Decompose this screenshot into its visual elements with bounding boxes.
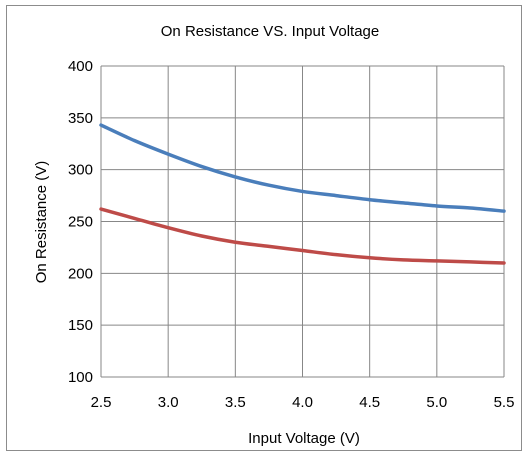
series-line-2	[99, 207, 506, 265]
x-tick-label: 4.5	[359, 394, 380, 411]
x-tick-label: 4.0	[292, 394, 313, 411]
x-tick-label: 2.5	[91, 394, 112, 411]
y-tick-label: 300	[68, 162, 93, 179]
y-tick-label: 400	[68, 58, 93, 75]
x-tick-label: 5.0	[426, 394, 447, 411]
chart-title: On Resistance VS. Input Voltage	[161, 23, 379, 40]
x-axis-label: Input Voltage (V)	[248, 430, 360, 447]
x-tick-label: 3.0	[158, 394, 179, 411]
y-tick-label: 100	[68, 369, 93, 386]
tick-labels: 100 150 200 250 300 350 400 2.5 3.0 3.5 4.0 4.5 5.0 5…	[68, 58, 514, 411]
y-axis-label: On Resistance (V)	[33, 161, 50, 284]
x-tick-label: 3.5	[225, 394, 246, 411]
grid	[100, 65, 505, 378]
series-line-1	[99, 123, 506, 213]
y-tick-label: 200	[68, 265, 93, 282]
y-tick-label: 250	[68, 214, 93, 231]
x-tick-label: 5.5	[494, 394, 515, 411]
series-group	[99, 123, 506, 265]
y-tick-label: 350	[68, 110, 93, 127]
y-tick-label: 150	[68, 317, 93, 334]
